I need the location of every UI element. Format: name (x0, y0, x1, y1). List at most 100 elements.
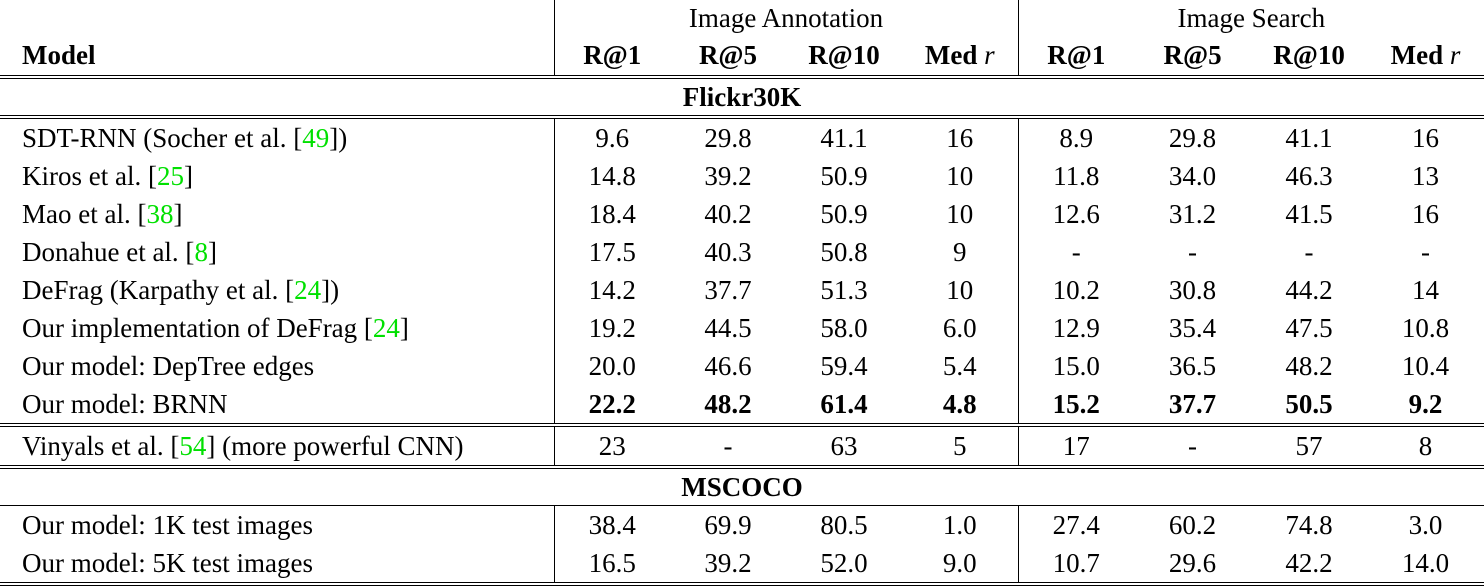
section-title: MSCOCO (0, 465, 1484, 506)
metric-value: - (1304, 236, 1314, 267)
metric-value: 39.2 (670, 544, 786, 586)
citation-link[interactable]: 49 (302, 122, 330, 153)
metric-label: Med (924, 40, 978, 70)
metric-value: 48.2 (1285, 350, 1333, 381)
metric-header: R@10 (1251, 36, 1367, 77)
citation-link[interactable]: 24 (372, 312, 400, 343)
model-name: Our model: 5K test images (0, 544, 554, 586)
model-name: SDT-RNN (Socher et al. [49]) (0, 115, 554, 157)
model-name-text: Kiros et al. [ (22, 160, 157, 191)
metric-value: 60.2 (1134, 505, 1252, 544)
metric-value: 14.8 (553, 157, 670, 195)
citation-link[interactable]: 38 (146, 198, 174, 229)
model-name: Our implementation of DeFrag [24] (0, 309, 554, 347)
metric-header: R@10 (786, 36, 902, 77)
metric-value: 8 (1367, 423, 1484, 467)
metric-value: 61.4 (820, 388, 868, 419)
metric-value: 3.0 (1367, 505, 1484, 544)
metric-value: - (1188, 236, 1198, 267)
metric-value: 38.4 (553, 505, 670, 544)
table-row: Our model: 5K test images 16.5 39.2 52.0 9.0… (0, 544, 1484, 586)
metric-value: 9.6 (553, 115, 670, 157)
metric-value: 16 (1412, 198, 1440, 229)
metric-value: - (1134, 423, 1252, 467)
metric-value: 8.9 (1017, 115, 1135, 157)
model-name: Our model: BRNN (0, 385, 554, 425)
metric-value: 14.2 (553, 271, 670, 309)
metric-value: 14 (1412, 274, 1440, 305)
metric-header: Med r (902, 36, 1018, 77)
table-row: Vinyals et al. [54] (more powerful CNN) 2… (0, 423, 1484, 467)
citation-link[interactable]: 54 (179, 430, 207, 461)
metric-value: - (670, 423, 786, 467)
model-name-text: Our model: 1K test images (22, 509, 313, 540)
group-image-search: Image Search (1017, 0, 1484, 36)
metric-value: 1.0 (902, 505, 1019, 544)
metric-value: 47.5 (1285, 312, 1333, 343)
metric-value: 63 (786, 423, 902, 467)
metric-value: 10 (946, 160, 974, 191)
model-name: Kiros et al. [25] (0, 157, 554, 195)
metric-value: 9.0 (902, 544, 1019, 586)
metric-value: 37.7 (1168, 388, 1217, 419)
metric-value: 39.2 (704, 160, 752, 191)
table-row: Our model: DepTree edges 20.0 46.6 59.4 5.4 1… (0, 347, 1484, 385)
metric-value: 41.1 (786, 115, 902, 157)
metric-value: 50.9 (820, 198, 868, 229)
metric-value: 44.2 (1285, 274, 1333, 305)
model-name: Donahue et al. [8] (0, 233, 554, 271)
metric-value: 58.0 (820, 312, 868, 343)
metric-header: Med r (1367, 36, 1484, 77)
table-row: Our implementation of DeFrag [24] 19.2 44.… (0, 309, 1484, 347)
metric-value: 34.0 (1168, 160, 1217, 191)
metric-value: 12.9 (1017, 309, 1135, 347)
model-name-text: DeFrag (Karpathy et al. [ (22, 274, 295, 305)
metric-value: 6.0 (942, 312, 977, 343)
citation-link[interactable]: 24 (294, 274, 322, 305)
metric-value: 29.8 (670, 115, 786, 157)
model-name-text: ]) (329, 122, 348, 153)
model-name-text: Donahue et al. [ (22, 236, 195, 267)
metric-value: 37.7 (704, 274, 752, 305)
metric-value: 31.2 (1168, 198, 1217, 229)
table-row: Mao et al. [38] 18.4 40.2 50.9 10 12.6 31.2 41.… (0, 195, 1484, 233)
model-name-text: SDT-RNN (Socher et al. [ (22, 122, 303, 153)
metric-value: 46.3 (1285, 160, 1333, 191)
metric-value: 9 (953, 236, 967, 267)
metric-value: 5 (902, 423, 1019, 467)
metric-label: R@1 (583, 40, 642, 70)
model-name-text: ] (more powerful CNN) (206, 430, 464, 461)
metric-value: 16 (902, 115, 1019, 157)
metric-value: 18.4 (553, 195, 670, 233)
metric-suffix: r (984, 40, 995, 70)
metric-value: 5.4 (942, 350, 977, 381)
metric-label: R@10 (1273, 40, 1345, 70)
metric-value: 50.8 (820, 236, 868, 267)
model-name-text: ] (173, 198, 183, 229)
metric-value: 57 (1251, 423, 1368, 467)
metric-value: 59.4 (820, 350, 868, 381)
table-row: Kiros et al. [25] 14.8 39.2 50.9 10 11.8 34.0 4… (0, 157, 1484, 195)
metric-label: R@5 (698, 40, 758, 70)
model-name: Vinyals et al. [54] (more powerful CNN) (0, 423, 554, 467)
metric-value: 40.2 (704, 198, 752, 229)
metric-value: 17 (1017, 423, 1135, 467)
metric-value: 27.4 (1017, 505, 1135, 544)
table-row: Our model: BRNN 22.2 48.2 61.4 4.8 15.2 37.7 50… (0, 385, 1484, 425)
model-name-text: ] (399, 312, 409, 343)
metric-label: R@5 (1163, 40, 1222, 70)
metric-header: R@1 (553, 36, 670, 77)
citation-link[interactable]: 25 (156, 160, 184, 191)
header-group-row: Image Annotation Image Search (0, 0, 1484, 36)
citation-link[interactable]: 8 (194, 236, 208, 267)
table-row: Our model: 1K test images 38.4 69.9 80.5 1.0… (0, 505, 1484, 544)
metric-value: 4.8 (942, 388, 977, 419)
metric-header: R@5 (670, 36, 786, 77)
metric-value: 20.0 (553, 347, 670, 385)
metric-value: 10.8 (1401, 312, 1450, 343)
metric-value: 10 (946, 274, 974, 305)
metric-value: 35.4 (1168, 312, 1217, 343)
metric-value: 29.8 (1134, 115, 1252, 157)
metric-header: R@1 (1017, 36, 1135, 77)
